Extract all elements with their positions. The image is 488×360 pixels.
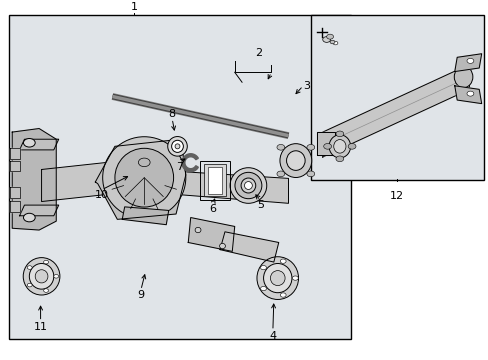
Text: 4: 4 — [269, 331, 276, 341]
Polygon shape — [20, 139, 59, 150]
Ellipse shape — [453, 66, 472, 87]
Ellipse shape — [276, 144, 284, 150]
Ellipse shape — [29, 264, 54, 289]
Ellipse shape — [306, 144, 314, 150]
Circle shape — [54, 275, 59, 278]
Polygon shape — [20, 205, 59, 216]
Text: 3: 3 — [303, 81, 309, 91]
Ellipse shape — [244, 181, 252, 189]
Ellipse shape — [279, 144, 311, 177]
Circle shape — [323, 144, 331, 149]
Ellipse shape — [167, 136, 187, 156]
Polygon shape — [316, 132, 334, 155]
Polygon shape — [10, 148, 20, 159]
Text: 2: 2 — [255, 48, 262, 58]
Polygon shape — [220, 232, 278, 262]
Ellipse shape — [270, 271, 285, 285]
Circle shape — [138, 158, 150, 167]
Ellipse shape — [219, 243, 225, 249]
Circle shape — [466, 91, 473, 96]
Ellipse shape — [23, 258, 60, 295]
Polygon shape — [122, 207, 168, 225]
Polygon shape — [10, 161, 20, 171]
Circle shape — [335, 156, 343, 162]
Bar — [310, 15, 483, 180]
Ellipse shape — [235, 172, 262, 199]
Circle shape — [27, 266, 32, 269]
Ellipse shape — [115, 148, 173, 207]
Text: 1: 1 — [131, 2, 138, 12]
Polygon shape — [95, 139, 185, 219]
Polygon shape — [454, 54, 481, 72]
Ellipse shape — [241, 178, 255, 193]
Bar — [200, 161, 229, 200]
Text: 5: 5 — [257, 201, 264, 211]
Bar — [9, 15, 350, 339]
Circle shape — [260, 287, 266, 291]
Ellipse shape — [306, 171, 314, 177]
Circle shape — [260, 265, 266, 270]
Text: 12: 12 — [389, 191, 403, 201]
Ellipse shape — [286, 151, 305, 170]
Text: 11: 11 — [34, 321, 47, 332]
Polygon shape — [10, 201, 20, 212]
Circle shape — [329, 40, 334, 44]
Text: 6: 6 — [209, 204, 216, 214]
Circle shape — [280, 293, 285, 297]
Circle shape — [43, 289, 48, 292]
Polygon shape — [182, 154, 198, 172]
Circle shape — [292, 276, 298, 280]
Text: 10: 10 — [95, 190, 108, 200]
Ellipse shape — [171, 140, 183, 152]
Ellipse shape — [102, 137, 185, 219]
Bar — [207, 167, 222, 194]
Polygon shape — [454, 86, 481, 104]
Polygon shape — [10, 187, 20, 198]
Circle shape — [23, 213, 35, 222]
Circle shape — [335, 131, 343, 137]
Ellipse shape — [328, 135, 350, 158]
Ellipse shape — [256, 257, 298, 300]
Ellipse shape — [332, 41, 337, 45]
Polygon shape — [176, 171, 288, 203]
Ellipse shape — [195, 228, 201, 233]
Circle shape — [280, 259, 285, 263]
Bar — [204, 164, 225, 196]
Circle shape — [23, 139, 35, 147]
Circle shape — [27, 283, 32, 287]
Polygon shape — [12, 129, 56, 230]
Circle shape — [326, 34, 333, 39]
Ellipse shape — [276, 171, 284, 177]
Circle shape — [43, 260, 48, 264]
Circle shape — [347, 144, 355, 149]
Ellipse shape — [229, 168, 266, 203]
Ellipse shape — [175, 144, 180, 149]
Polygon shape — [188, 217, 234, 251]
Ellipse shape — [333, 140, 346, 153]
Polygon shape — [41, 157, 156, 202]
Ellipse shape — [263, 264, 291, 293]
Ellipse shape — [35, 270, 48, 283]
Text: 9: 9 — [137, 290, 144, 300]
Ellipse shape — [322, 37, 330, 42]
Text: 7: 7 — [176, 162, 183, 172]
Polygon shape — [322, 64, 468, 157]
Text: 8: 8 — [168, 109, 175, 118]
Circle shape — [466, 58, 473, 63]
